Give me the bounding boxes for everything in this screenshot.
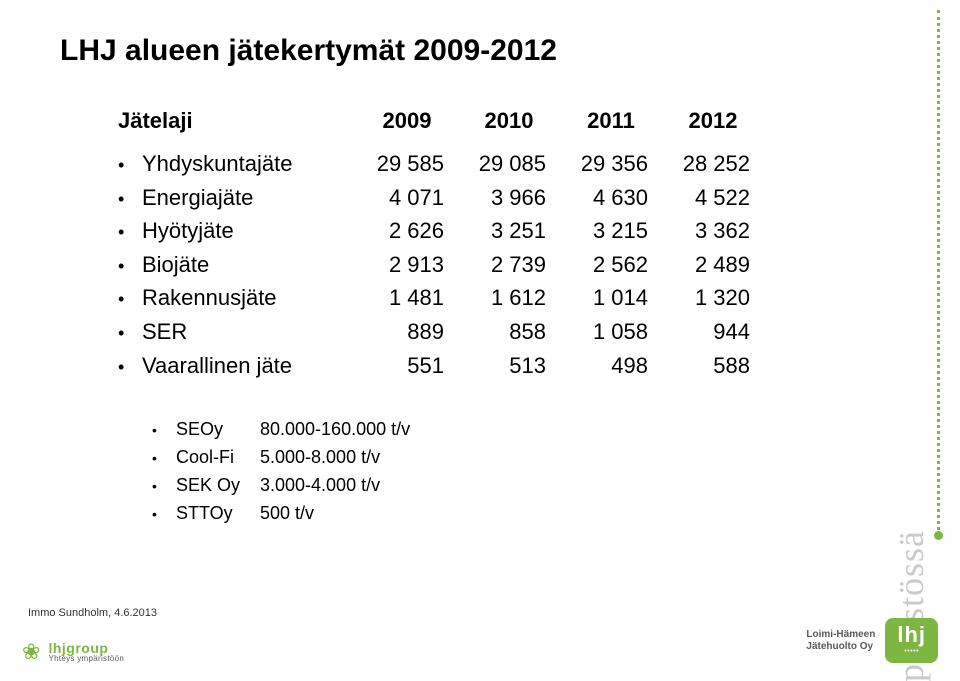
brand-badge-sub: ••••• [904, 648, 919, 655]
cell: 2 913 [360, 248, 462, 281]
cell: 2 489 [666, 248, 768, 281]
cell: 858 [462, 315, 564, 348]
table-row: • Energiajäte 4 071 3 966 4 630 4 522 [118, 181, 900, 215]
list-item: • STTOy 500 t/v [152, 500, 900, 528]
cell: 3 362 [666, 214, 768, 247]
row-label: Hyötyjäte [142, 214, 360, 247]
cell: 889 [360, 315, 462, 348]
cell: 513 [462, 349, 564, 382]
cell: 4 630 [564, 181, 666, 214]
vertical-brand: Ympäristössä [896, 10, 940, 530]
bullet-icon: • [118, 284, 142, 315]
cell: 29 085 [462, 147, 564, 180]
brand-line1: Loimi-Hämeen [806, 629, 875, 641]
cell: 2 739 [462, 248, 564, 281]
brand-right-text: Loimi-Hämeen Jätehuolto Oy [806, 629, 875, 653]
cell: 1 014 [564, 281, 666, 314]
note-label: STTOy [176, 500, 260, 528]
header-year: 2009 [356, 104, 458, 137]
cell: 2 562 [564, 248, 666, 281]
bullet-icon: • [118, 318, 142, 349]
row-label: Yhdyskuntajäte [142, 147, 360, 180]
note-label: SEK Oy [176, 472, 260, 500]
footer-text: Immo Sundholm, 4.6.2013 [28, 607, 157, 619]
note-label: SEOy [176, 416, 260, 444]
dot-icon [934, 531, 943, 540]
row-label: Energiajäte [142, 181, 360, 214]
list-item: • Cool-Fi 5.000-8.000 t/v [152, 444, 900, 472]
notes-list: • SEOy 80.000-160.000 t/v • Cool-Fi 5.00… [152, 416, 900, 528]
cell: 588 [666, 349, 768, 382]
dotted-rule-icon [937, 10, 940, 530]
brand-left-main: lhjgroup [48, 641, 124, 655]
slide: LHJ alueen jätekertymät 2009-2012 Jätela… [0, 0, 960, 681]
brand-line2: Jätehuolto Oy [806, 641, 875, 653]
table-row: • SER 889 858 1 058 944 [118, 315, 900, 349]
table-row: • Rakennusjäte 1 481 1 612 1 014 1 320 [118, 281, 900, 315]
row-label: SER [142, 315, 360, 348]
note-value: 500 t/v [260, 500, 314, 528]
cell: 1 320 [666, 281, 768, 314]
bullet-icon: • [118, 251, 142, 282]
bullet-icon: • [118, 352, 142, 383]
table-row: • Hyötyjäte 2 626 3 251 3 215 3 362 [118, 214, 900, 248]
row-label: Vaarallinen jäte [142, 349, 360, 382]
cell: 3 251 [462, 214, 564, 247]
note-label: Cool-Fi [176, 444, 260, 472]
brand-left: ❀ lhjgroup Yhteys ympäristöön [22, 641, 124, 663]
bullet-icon: • [152, 473, 176, 500]
cell: 1 058 [564, 315, 666, 348]
cell: 29 356 [564, 147, 666, 180]
list-item: • SEOy 80.000-160.000 t/v [152, 416, 900, 444]
header-year: 2010 [458, 104, 560, 137]
note-value: 5.000-8.000 t/v [260, 444, 380, 472]
cell: 28 252 [666, 147, 768, 180]
row-label: Rakennusjäte [142, 281, 360, 314]
cell: 944 [666, 315, 768, 348]
page-title: LHJ alueen jätekertymät 2009-2012 [60, 34, 900, 68]
data-table: Jätelaji 2009 2010 2011 2012 • Yhdyskunt… [118, 104, 900, 382]
table-row: • Yhdyskuntajäte 29 585 29 085 29 356 28… [118, 147, 900, 181]
table-row: • Vaarallinen jäte 551 513 498 588 [118, 349, 900, 383]
leaf-icon: ❀ [22, 641, 40, 663]
bullet-icon: • [152, 417, 176, 444]
header-year: 2012 [662, 104, 764, 137]
table-header-row: Jätelaji 2009 2010 2011 2012 [118, 104, 900, 137]
brand-badge-text: lhj [897, 624, 926, 646]
note-value: 80.000-160.000 t/v [260, 416, 410, 444]
cell: 551 [360, 349, 462, 382]
cell: 498 [564, 349, 666, 382]
cell: 4 071 [360, 181, 462, 214]
cell: 4 522 [666, 181, 768, 214]
bullet-icon: • [118, 217, 142, 248]
cell: 1 481 [360, 281, 462, 314]
note-value: 3.000-4.000 t/v [260, 472, 380, 500]
header-label: Jätelaji [118, 104, 356, 137]
table-row: • Biojäte 2 913 2 739 2 562 2 489 [118, 248, 900, 282]
list-item: • SEK Oy 3.000-4.000 t/v [152, 472, 900, 500]
bullet-icon: • [118, 184, 142, 215]
brand-right: Loimi-Hämeen Jätehuolto Oy lhj ••••• [806, 618, 938, 663]
header-year: 2011 [560, 104, 662, 137]
cell: 3 215 [564, 214, 666, 247]
brand-left-sub: Yhteys ympäristöön [48, 655, 124, 663]
bullet-icon: • [152, 445, 176, 472]
brand-badge: lhj ••••• [885, 618, 938, 663]
cell: 3 966 [462, 181, 564, 214]
cell: 1 612 [462, 281, 564, 314]
cell: 2 626 [360, 214, 462, 247]
bullet-icon: • [118, 150, 142, 181]
row-label: Biojäte [142, 248, 360, 281]
cell: 29 585 [360, 147, 462, 180]
bullet-icon: • [152, 501, 176, 528]
